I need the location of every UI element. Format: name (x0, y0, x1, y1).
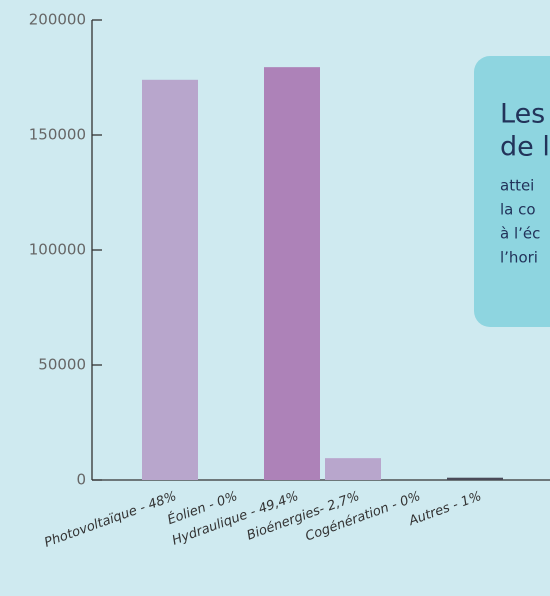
callout-heading: de l (500, 132, 550, 163)
y-tick-label: 50000 (38, 356, 86, 374)
callout-box (474, 56, 550, 327)
y-tick-label: 0 (76, 471, 86, 489)
bar (447, 477, 503, 480)
bar (142, 79, 198, 481)
callout-text: l’hori (500, 249, 538, 267)
bar (325, 458, 381, 480)
callout-text: attei (500, 177, 534, 195)
callout-text: à l’éc (500, 225, 540, 243)
y-tick-label: 150000 (29, 126, 86, 144)
bar (264, 67, 320, 481)
callout-text: la co (500, 201, 536, 219)
y-tick-label: 100000 (29, 241, 86, 259)
y-tick-label: 200000 (29, 11, 86, 29)
callout-heading: Les (500, 99, 545, 130)
